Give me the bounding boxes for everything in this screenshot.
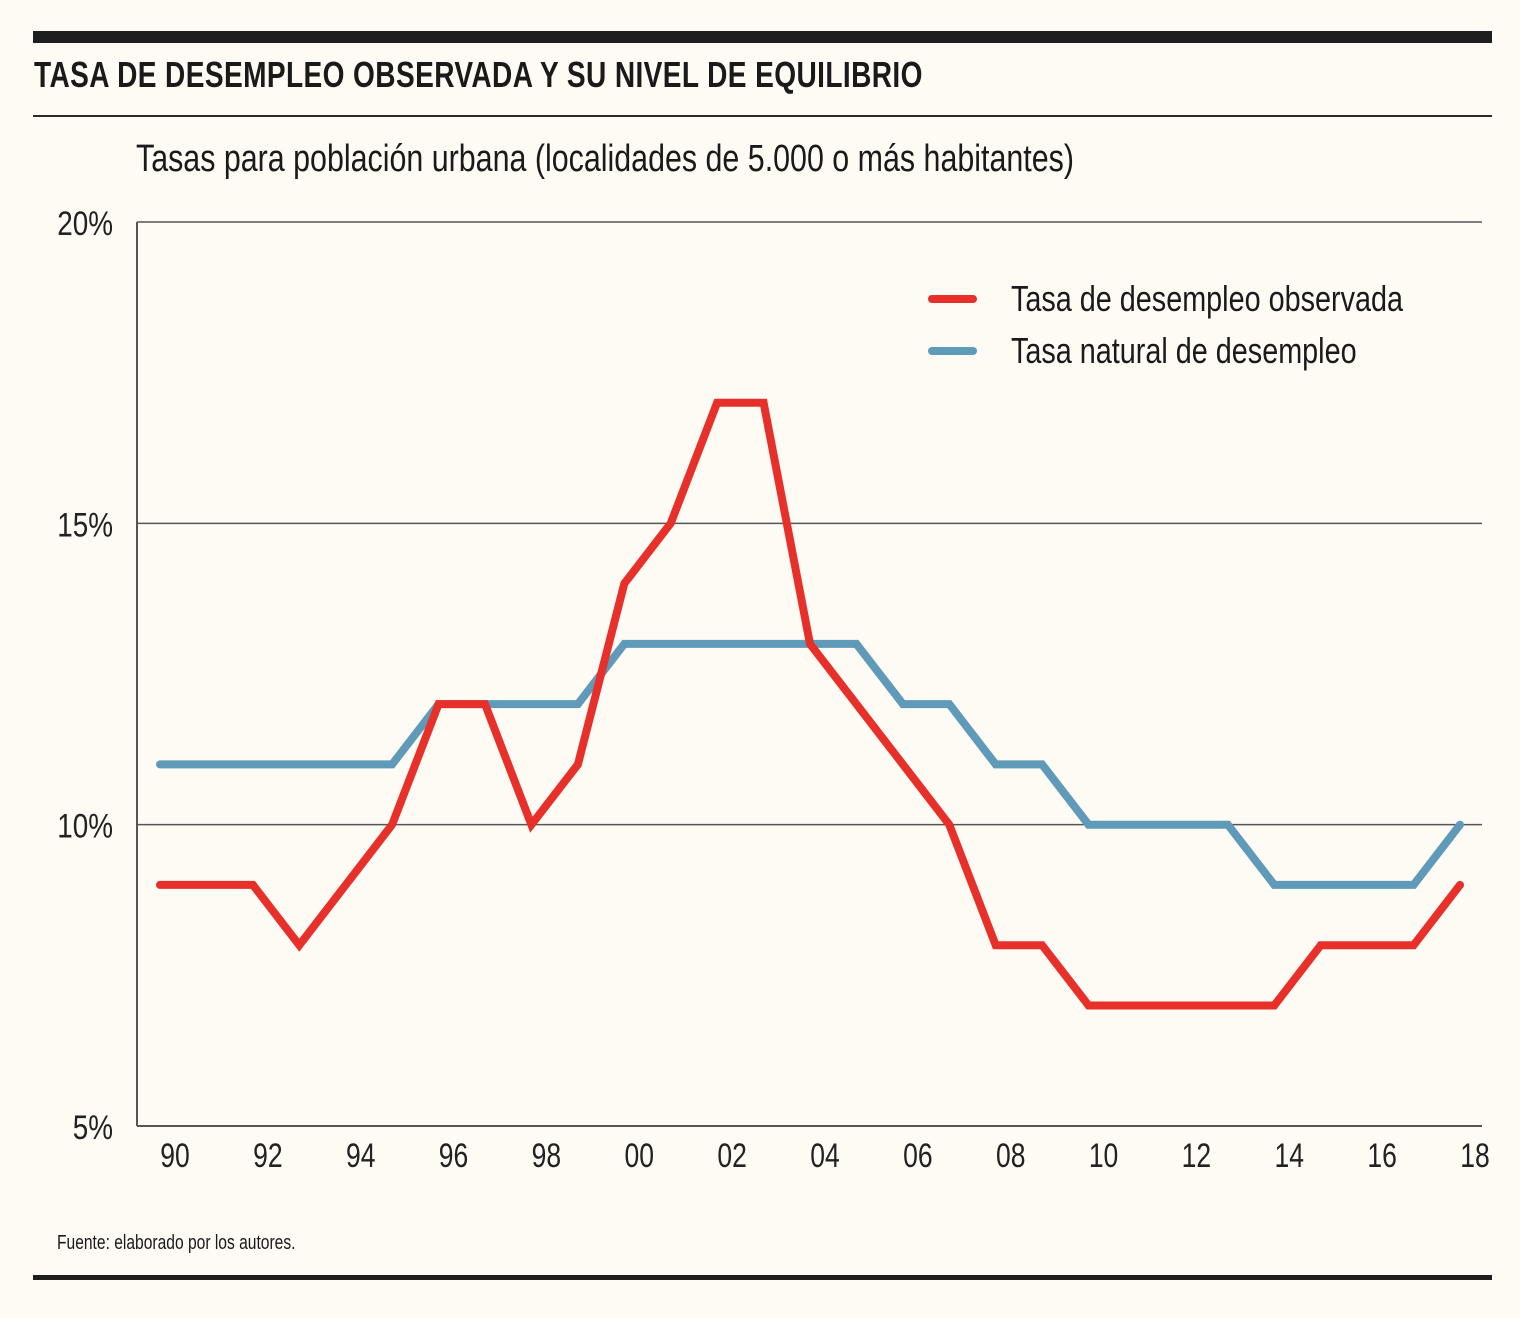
series-lines xyxy=(156,398,1464,1010)
x-tick-label: 90 xyxy=(160,1137,190,1175)
x-tick-label: 18 xyxy=(1460,1137,1490,1175)
x-tick-label: 12 xyxy=(1182,1137,1212,1175)
gridlines xyxy=(137,221,1482,826)
y-tick-labels: 20% 15% 10% 5% xyxy=(57,204,113,1146)
top-rule xyxy=(33,31,1492,43)
axes xyxy=(136,222,1482,1127)
x-tick-label: 00 xyxy=(625,1137,655,1175)
x-tick-label: 16 xyxy=(1367,1137,1397,1175)
title-divider xyxy=(33,115,1492,117)
x-tick-label: 94 xyxy=(346,1137,376,1175)
x-tick-label: 92 xyxy=(253,1137,283,1175)
y-tick-label: 10% xyxy=(57,807,113,845)
series-natural-line xyxy=(156,639,1464,889)
y-tick-label: 20% xyxy=(57,204,113,242)
y-tick-label: 15% xyxy=(57,506,113,544)
bottom-rule xyxy=(33,1275,1492,1280)
legend: Tasa de desempleo observada Tasa natural … xyxy=(928,278,1404,371)
x-tick-label: 08 xyxy=(996,1137,1026,1175)
legend-label-observed: Tasa de desempleo observada xyxy=(1011,278,1404,319)
chart-title: TASA DE DESEMPLEO OBSERVADA Y SU NIVEL D… xyxy=(34,54,923,95)
y-tick-label: 5% xyxy=(73,1108,113,1146)
x-tick-label: 14 xyxy=(1275,1137,1305,1175)
x-tick-label: 96 xyxy=(439,1137,469,1175)
x-tick-label: 10 xyxy=(1089,1137,1119,1175)
x-tick-label: 06 xyxy=(903,1137,933,1175)
chart-subtitle: Tasas para población urbana (localidades… xyxy=(136,138,1074,180)
x-tick-label: 98 xyxy=(532,1137,562,1175)
legend-label-natural: Tasa natural de desempleo xyxy=(1011,330,1357,371)
x-tick-label: 04 xyxy=(810,1137,840,1175)
series-observed-line xyxy=(156,398,1464,1010)
x-tick-labels: 90 92 94 96 98 00 02 04 06 08 10 12 14 16 18 xyxy=(160,1137,1490,1175)
x-tick-label: 02 xyxy=(717,1137,747,1175)
source-note: Fuente: elaborado por los autores. xyxy=(57,1232,296,1254)
